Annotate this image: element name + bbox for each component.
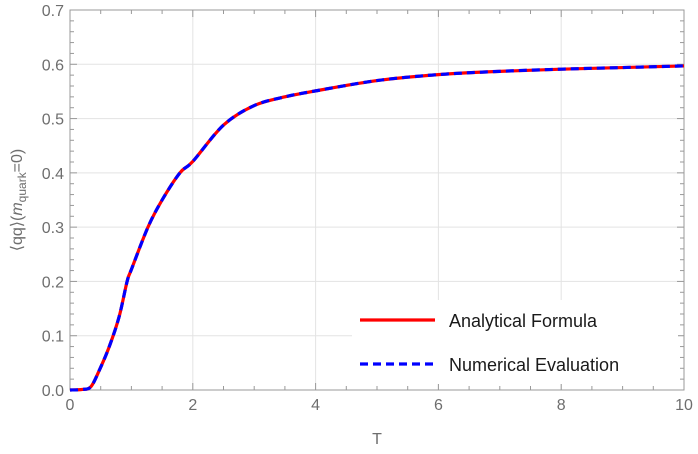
y-axis-title-suffix: =0) [9,149,26,173]
y-axis-title-italic: m [9,202,26,215]
legend-label-numerical: Numerical Evaluation [449,355,619,375]
y-axis-title: ⟨qq⟩(mquark=0) [9,149,29,252]
legend-label-analytical: Analytical Formula [449,311,598,331]
y-tick-label: 0.0 [42,383,64,400]
legend-background [352,300,678,384]
legend: Analytical Formula Numerical Evaluation [352,300,678,384]
x-tick-label: 10 [675,397,693,414]
y-tick-label: 0.7 [42,3,64,20]
series-numerical-evaluation [69,64,685,392]
plot-frame [69,9,685,391]
x-axis-title: T [372,431,382,448]
y-tick-label: 0.5 [42,112,64,129]
data-series [69,64,685,392]
y-axis-title-prefix: ⟨qq⟩( [9,215,26,251]
y-axis-title-subscript: quark [15,171,29,202]
x-tick-label: 8 [557,397,566,414]
y-tick-label: 0.6 [42,57,64,74]
y-tick-label: 0.1 [42,329,64,346]
tick-labels: 0 2 4 6 8 10 0.0 0.1 0.2 0.3 0.4 0.5 0.6 0.7 [42,3,693,414]
x-tick-label: 2 [188,397,197,414]
y-tick-label: 0.3 [42,220,64,237]
y-tick-label: 0.2 [42,274,64,291]
x-tick-label: 4 [311,397,320,414]
x-tick-label: 0 [66,397,75,414]
x-tick-label: 6 [434,397,443,414]
y-tick-label: 0.4 [42,166,64,183]
